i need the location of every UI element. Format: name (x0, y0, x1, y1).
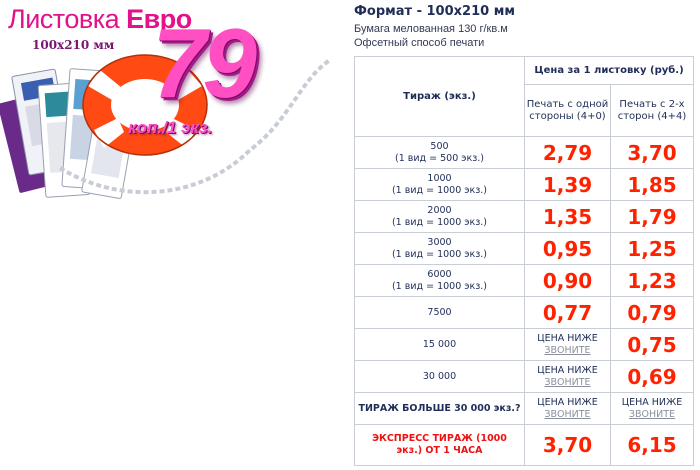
quantity-note: (1 вид = 1000 экз.) (391, 248, 488, 260)
format-title: Формат - 100х210 мм (354, 4, 515, 19)
table-row: 30 000 ЦЕНА НИЖЕ ЗВОНИТЕ 0,69 (354, 360, 695, 393)
express-quantity: ЭКСПРЕСС ТИРАЖ (1000 экз.) ОТ 1 ЧАСА (354, 424, 525, 466)
quantity-cell: 500 (1 вид = 500 экз.) (354, 136, 525, 169)
price-one-side: 3,70 (524, 424, 611, 466)
promo-banner: Листовка Евро 100х210 мм 79 коп./1 экз. (0, 0, 345, 240)
header-one-side: Печать с одной стороны (4+0) (524, 84, 611, 137)
quantity-cell: 6000 (1 вид = 1000 экз.) (354, 264, 525, 297)
quantity-value: 3000 (427, 236, 452, 248)
table-subheader-row: Печать с одной стороны (4+0) Печать с 2-… (355, 84, 695, 137)
table-row: 3000 (1 вид = 1000 экз.) 0,95 1,25 (354, 232, 695, 265)
price-one-side: 0,77 (524, 296, 611, 329)
promo-price: 79 (152, 8, 257, 118)
quantity-note: (1 вид = 1000 экз.) (391, 216, 488, 228)
price-two-side: 0,69 (609, 360, 695, 393)
call-link[interactable]: ЗВОНИТЕ (628, 408, 676, 420)
price-lower-label: ЦЕНА НИЖЕ (537, 396, 598, 408)
quantity-value: 7500 (354, 296, 525, 329)
price-lower-call-cell: ЦЕНА НИЖЕ ЗВОНИТЕ (524, 328, 611, 361)
price-two-side: 1,23 (609, 264, 695, 297)
price-one-side: 1,39 (524, 168, 611, 201)
table-row: ТИРАЖ БОЛЬШЕ 30 000 экз.? ЦЕНА НИЖЕ ЗВОНИ… (354, 392, 695, 425)
price-two-side: 1,25 (609, 232, 695, 265)
promo-price-unit: коп./1 экз. (128, 118, 213, 137)
call-link[interactable]: ЗВОНИТЕ (544, 408, 591, 420)
price-lower-label: ЦЕНА НИЖЕ (537, 332, 598, 344)
quantity-note: (1 вид = 500 экз.) (395, 152, 484, 164)
quantity-value: ТИРАЖ БОЛЬШЕ 30 000 экз.? (354, 392, 525, 425)
promo-illustration (0, 54, 332, 199)
quantity-value: 6000 (427, 268, 452, 280)
table-row: 500 (1 вид = 500 экз.) 2,79 3,70 (354, 136, 695, 169)
quantity-value: 15 000 (354, 328, 525, 361)
price-one-side: 0,90 (524, 264, 611, 297)
quantity-value: 500 (430, 140, 449, 152)
quantity-cell: 3000 (1 вид = 1000 экз.) (354, 232, 525, 265)
price-two-side: 3,70 (609, 136, 695, 169)
price-table: Тираж (экз.) Цена за 1 листовку (руб.) П… (354, 56, 695, 466)
table-row: 7500 0,77 0,79 (354, 296, 695, 329)
table-row: 2000 (1 вид = 1000 экз.) 1,35 1,79 (354, 200, 695, 233)
table-row: ЭКСПРЕСС ТИРАЖ (1000 экз.) ОТ 1 ЧАСА 3,7… (354, 424, 695, 466)
price-lower-call-cell: ЦЕНА НИЖЕ ЗВОНИТЕ (609, 392, 695, 425)
promo-title-regular: Листовка (8, 4, 127, 34)
price-two-side: 1,79 (609, 200, 695, 233)
call-link[interactable]: ЗВОНИТЕ (544, 376, 591, 388)
life-buoy-icon (82, 54, 208, 156)
table-header-row: Тираж (экз.) Цена за 1 листовку (руб.) (354, 56, 695, 137)
promo-title: Листовка Евро (8, 4, 192, 35)
table-row: 6000 (1 вид = 1000 экз.) 0,90 1,23 (354, 264, 695, 297)
quantity-cell: 2000 (1 вид = 1000 экз.) (354, 200, 525, 233)
price-one-side: 1,35 (524, 200, 611, 233)
quantity-value: 30 000 (354, 360, 525, 393)
table-row: 15 000 ЦЕНА НИЖЕ ЗВОНИТЕ 0,75 (354, 328, 695, 361)
quantity-cell: 1000 (1 вид = 1000 экз.) (354, 168, 525, 201)
print-method-spec: Офсетный способ печати (354, 37, 485, 49)
quantity-value: 2000 (427, 204, 452, 216)
price-one-side: 2,79 (524, 136, 611, 169)
call-link[interactable]: ЗВОНИТЕ (544, 344, 591, 356)
quantity-value: 1000 (427, 172, 452, 184)
quantity-note: (1 вид = 1000 экз.) (391, 280, 488, 292)
price-one-side: 0,95 (524, 232, 611, 265)
paper-spec: Бумага мелованная 130 г/кв.м (354, 23, 508, 35)
header-quantity: Тираж (экз.) (354, 56, 525, 137)
price-lower-call-cell: ЦЕНА НИЖЕ ЗВОНИТЕ (524, 360, 611, 393)
quantity-note: (1 вид = 1000 экз.) (391, 184, 488, 196)
price-two-side: 0,79 (609, 296, 695, 329)
price-two-side: 0,75 (609, 328, 695, 361)
price-lower-call-cell: ЦЕНА НИЖЕ ЗВОНИТЕ (524, 392, 611, 425)
header-two-side: Печать с 2-х сторон (4+4) (609, 84, 695, 137)
table-row: 1000 (1 вид = 1000 экз.) 1,39 1,85 (354, 168, 695, 201)
promo-title-bold: Евро (126, 4, 192, 34)
header-price-per-leaflet: Цена за 1 листовку (руб.) (523, 56, 695, 85)
price-lower-label: ЦЕНА НИЖЕ (621, 396, 683, 408)
price-lower-label: ЦЕНА НИЖЕ (537, 364, 598, 376)
price-two-side: 6,15 (609, 424, 695, 466)
promo-size: 100х210 мм (32, 38, 115, 52)
price-two-side: 1,85 (609, 168, 695, 201)
